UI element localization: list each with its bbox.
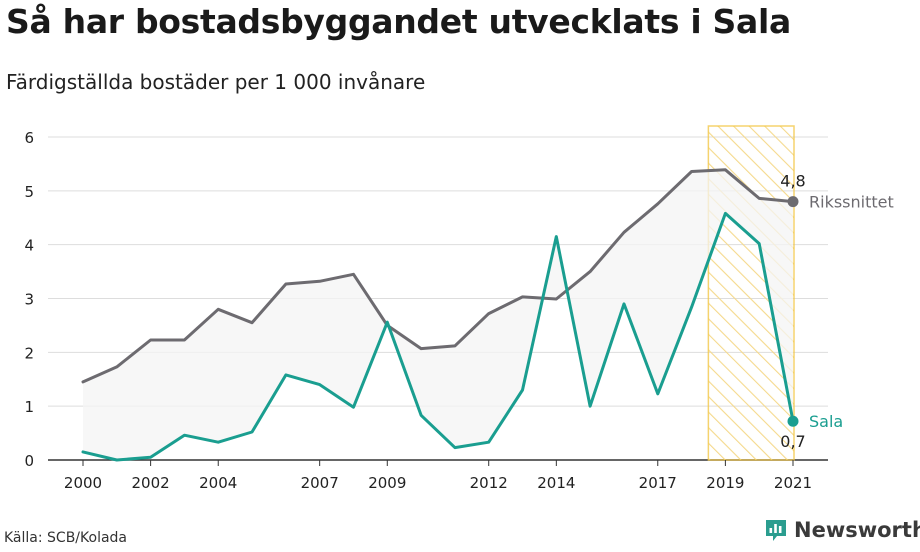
y-tick-label-5: 5 [24,183,34,201]
series-line-rikssnittet [81,168,795,384]
y-tick-label-2: 2 [24,344,34,362]
series-end-point-rikssnittet [787,196,799,208]
source-note: Källa: SCB/Kolada [4,530,128,546]
y-tick-label-3: 3 [24,291,34,309]
series-end-point-sala [787,415,799,427]
series-end-value-rikssnittet: 4,8 [780,172,805,191]
difference-band [83,169,793,461]
series-line-sala [81,211,795,462]
x-tick-label-2014: 2014 [537,474,575,492]
x-tick-label-2009: 2009 [368,474,406,492]
series-name-label-rikssnittet: Rikssnittet [809,193,894,212]
x-tick-label-2000: 2000 [64,474,102,492]
newsworthy-logo-icon [766,520,786,541]
series-name-label-sala: Sala [809,412,843,431]
y-tick-label-4: 4 [24,237,34,255]
brand-logo: Newsworthy [764,518,920,542]
y-tick-label-6: 6 [24,129,34,147]
x-tick-label-2002: 2002 [132,474,170,492]
x-tick-label-2021: 2021 [774,474,812,492]
y-tick-label-0: 0 [24,452,34,470]
x-tick-label-2017: 2017 [639,474,677,492]
x-tick-label-2004: 2004 [199,474,237,492]
y-tick-label-1: 1 [24,398,34,416]
brand-name: Newsworthy [794,518,920,542]
chart-subtitle: Färdigställda bostäder per 1 000 invånar… [6,70,426,94]
chart-title: Så har bostadsbyggandet utvecklats i Sal… [6,2,791,41]
series-end-value-sala: 0,7 [780,432,805,451]
x-tick-label-2012: 2012 [470,474,508,492]
x-tick-label-2007: 2007 [301,474,339,492]
x-tick-label-2019: 2019 [706,474,744,492]
